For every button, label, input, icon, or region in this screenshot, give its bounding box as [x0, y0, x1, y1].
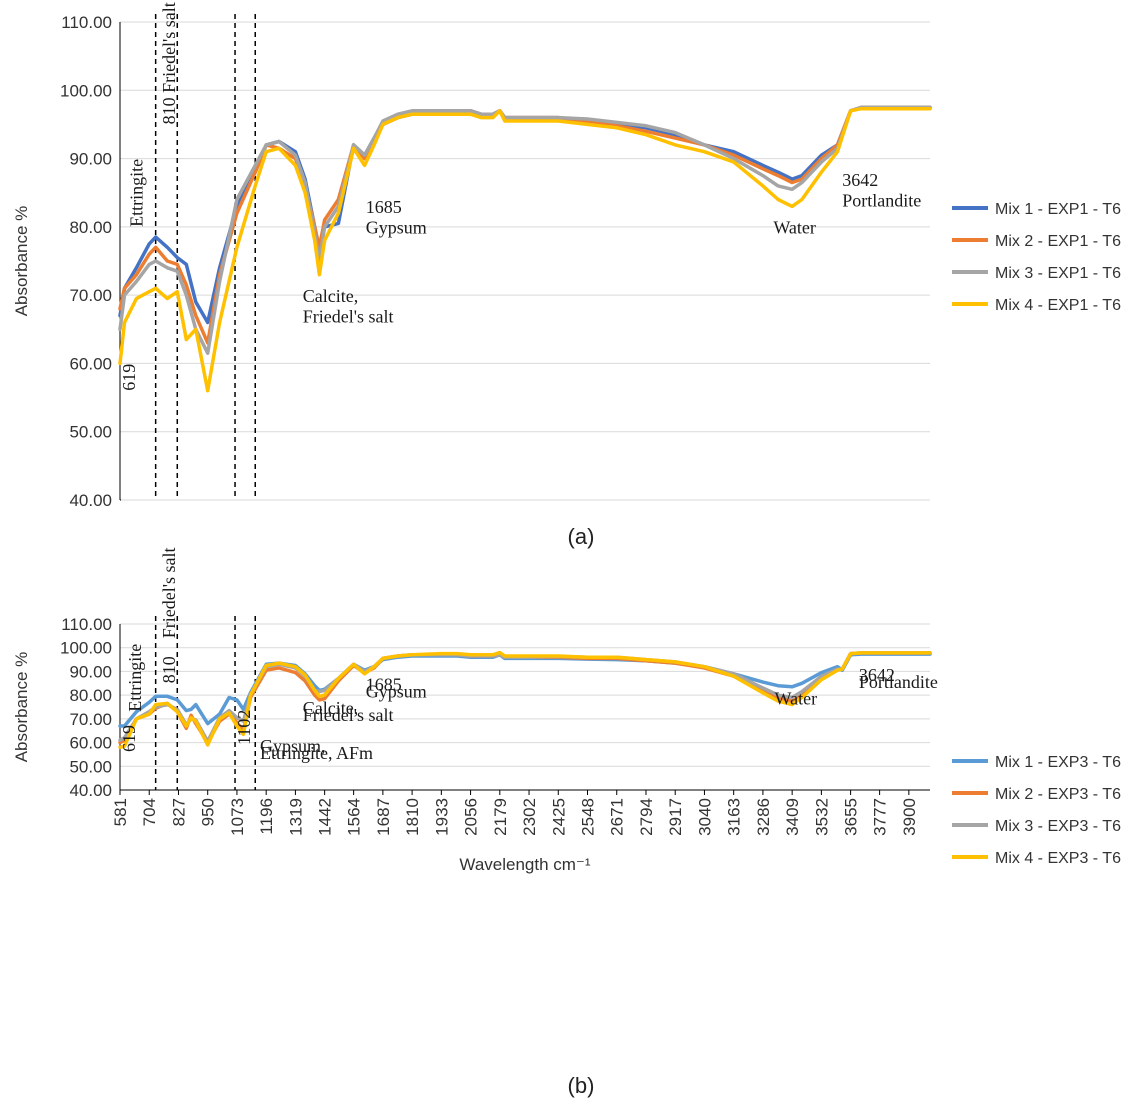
- x-tick-label: 2302: [520, 798, 539, 836]
- x-tick-label: 3286: [754, 798, 773, 836]
- y-tick-label: 110.00: [61, 13, 112, 32]
- annotation: 810 Friedel's salt: [159, 2, 179, 124]
- x-axis-title: Wavelength cm⁻¹: [459, 855, 590, 874]
- annotation: Gypsum: [366, 682, 427, 702]
- x-tick-label: 3040: [695, 798, 714, 836]
- x-tick-label: 2794: [637, 798, 656, 836]
- x-tick-label: 3655: [842, 798, 861, 836]
- annotation: 1685: [366, 674, 402, 694]
- annotation: 619: [119, 364, 139, 391]
- annotation: Friedel's salt: [303, 306, 394, 326]
- y-tick-label: 70.00: [69, 710, 112, 729]
- y-tick-label: 110.00: [61, 615, 112, 634]
- x-tick-label: 1073: [228, 798, 247, 836]
- panel-label: (b): [568, 1073, 595, 1098]
- x-tick-label: 1442: [316, 798, 335, 836]
- y-tick-label: 100.00: [60, 81, 112, 100]
- annotation: 1685: [366, 197, 402, 217]
- y-tick-label: 50.00: [69, 423, 112, 442]
- series-line: [118, 105, 932, 325]
- y-axis-title: Absorbance %: [12, 652, 31, 763]
- annotation: Gypsum,: [260, 736, 326, 756]
- annotation: Water: [773, 218, 816, 238]
- legend: Mix 1 - EXP1 - T6 Mix 2 - EXP1 - T6 Mix 3 …: [952, 201, 1121, 314]
- annotation: Ettringite: [126, 159, 146, 227]
- series-line: [118, 650, 932, 750]
- annotation: 3642: [842, 170, 878, 190]
- x-tick-label: 3409: [783, 798, 802, 836]
- x-tick-label: 950: [199, 798, 218, 826]
- x-tick-label: 827: [169, 798, 188, 826]
- annotation: Gypsum: [366, 218, 427, 238]
- x-tick-label: 2056: [462, 798, 481, 836]
- annotation: Ettringite: [125, 644, 145, 712]
- annotation: Water: [775, 689, 818, 709]
- x-tick-label: 1196: [257, 798, 276, 835]
- x-tick-label: 3900: [900, 798, 919, 836]
- x-tick-label: 2548: [579, 798, 598, 836]
- legend-entry: Mix 1 - EXP3 - T6: [995, 754, 1121, 771]
- x-tick-label: 1319: [286, 798, 305, 836]
- x-tick-label: 3532: [812, 798, 831, 836]
- legend-entry: Mix 4 - EXP3 - T6: [995, 850, 1121, 867]
- y-tick-label: 60.00: [69, 734, 112, 753]
- x-tick-label: 3163: [725, 798, 744, 836]
- x-tick-label: 2179: [491, 798, 510, 836]
- legend-entry: Mix 3 - EXP3 - T6: [995, 818, 1121, 835]
- annotation: 3642: [859, 665, 895, 685]
- y-tick-label: 100.00: [60, 639, 112, 658]
- annotation: Ettringite, AFm: [260, 743, 373, 763]
- x-tick-label: 2425: [549, 798, 568, 836]
- y-tick-label: 80.00: [69, 218, 112, 237]
- legend-entry: Mix 3 - EXP1 - T6: [995, 265, 1121, 282]
- y-tick-label: 80.00: [69, 686, 112, 705]
- annotation: Portlandite: [859, 672, 938, 692]
- panel-b: 40.00 50.00 60.00 70.00 80.00 90.00 100.00 110.…: [12, 547, 1121, 1098]
- annotation: 810: [159, 656, 179, 683]
- annotation: 1102: [234, 710, 254, 745]
- series-line: [118, 105, 932, 355]
- annotation: Calcite,: [303, 286, 358, 306]
- legend-entry: Mix 2 - EXP3 - T6: [995, 786, 1121, 803]
- annotation: 619: [119, 725, 139, 752]
- y-tick-label: 90.00: [69, 662, 112, 681]
- annotation: Friedel's salt: [303, 705, 394, 725]
- x-tick-label: 3777: [871, 798, 890, 836]
- x-tick-label: 581: [111, 798, 130, 826]
- x-tick-label: 2671: [608, 798, 627, 836]
- y-tick-label: 40.00: [69, 781, 112, 800]
- x-tick-label: 704: [140, 798, 159, 826]
- y-tick-label: 50.00: [69, 757, 112, 776]
- series-line: [118, 106, 932, 393]
- y-axis-title: Absorbance %: [12, 206, 31, 317]
- legend: Mix 1 - EXP3 - T6 Mix 2 - EXP3 - T6 Mix 3 …: [952, 754, 1121, 867]
- annotation: Calcite,: [303, 698, 358, 718]
- legend-entry: Mix 1 - EXP1 - T6: [995, 201, 1121, 218]
- y-tick-label: 90.00: [69, 150, 112, 169]
- x-tick-label: 2917: [666, 798, 685, 836]
- legend-entry: Mix 4 - EXP1 - T6: [995, 297, 1121, 314]
- y-tick-label: 40.00: [69, 491, 112, 510]
- x-tick-label: 1933: [432, 798, 451, 836]
- panel-label: (a): [568, 524, 595, 549]
- x-tick-label: 1687: [374, 798, 393, 836]
- y-tick-label: 70.00: [69, 286, 112, 305]
- x-tick-label: 1564: [345, 798, 364, 836]
- y-tick-label: 60.00: [69, 354, 112, 373]
- annotation: Friedel's salt: [159, 547, 179, 638]
- x-tick-label: 1810: [403, 798, 422, 836]
- panel-a: 40.00 50.00 60.00 70.00 80.00 90.00 100.00 110.…: [12, 2, 1121, 549]
- legend-entry: Mix 2 - EXP1 - T6: [995, 233, 1121, 250]
- annotation: Portlandite: [842, 190, 921, 210]
